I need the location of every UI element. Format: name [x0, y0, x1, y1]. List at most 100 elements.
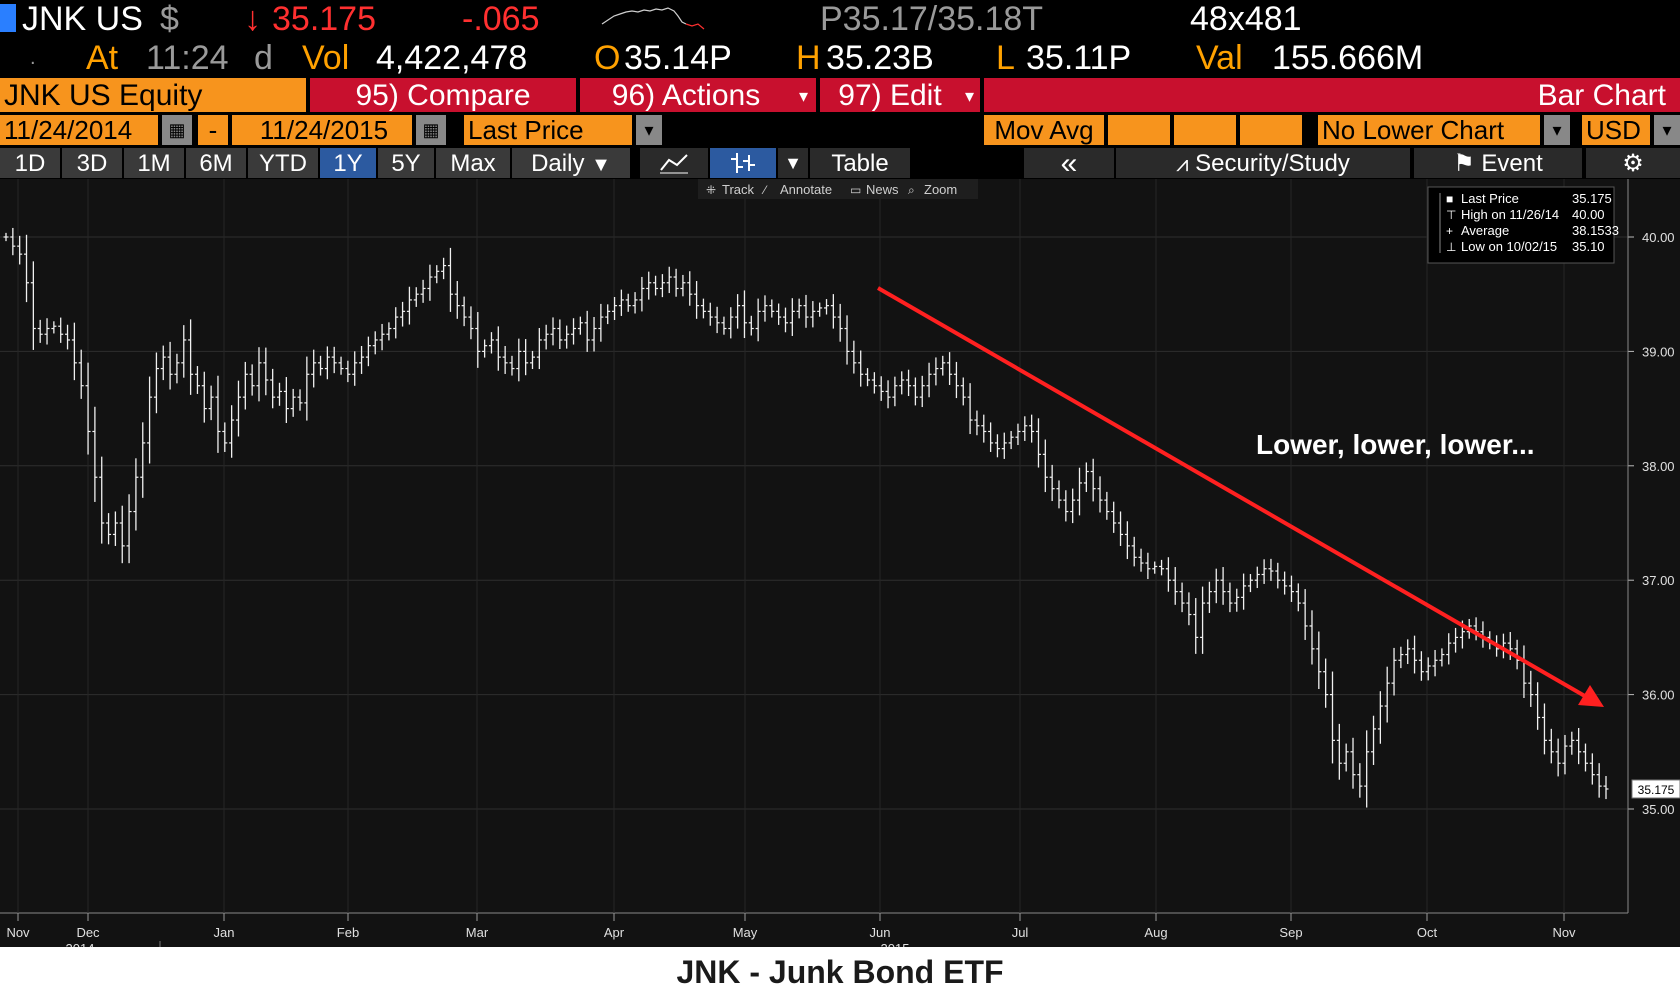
y-tick-label: 40.00	[1642, 230, 1675, 245]
edit-label: 97) Edit	[838, 79, 942, 112]
low-price: 35.11P	[1026, 39, 1132, 77]
plot-background	[0, 179, 1680, 947]
currency-select[interactable]: USD	[1582, 115, 1650, 145]
legend-label: High on 11/26/14	[1461, 207, 1559, 222]
x-tick-label: Aug	[1144, 925, 1167, 940]
legend-value: 38.1533	[1572, 223, 1619, 238]
calendar-icon[interactable]: ▦	[416, 115, 446, 145]
date-range-row: 11/24/2014 ▦ - 11/24/2015 ▦ Last Price ▾…	[0, 113, 1680, 146]
high-label: H	[796, 39, 821, 77]
chart-tool-zoom[interactable]: Zoom	[924, 182, 957, 197]
x-tick-label: May	[733, 925, 758, 940]
legend-symbol: ■	[1446, 192, 1453, 206]
traded-value: 155.666M	[1272, 39, 1424, 77]
currency-symbol: $	[160, 0, 179, 38]
y-tick-label: 36.00	[1642, 688, 1675, 703]
chart-tool-news[interactable]: News	[866, 182, 899, 197]
function-toolbar: JNK US Equity 95) Compare 96) Actions ▾ …	[0, 78, 1680, 113]
frequency-select[interactable]: Daily ▼	[512, 148, 630, 178]
price-chart[interactable]: 40.00 39.00 38.00 37.00 36.00 35.00 Nov Dec Jan F…	[0, 179, 1680, 957]
chevron-down-icon[interactable]: ▾	[1654, 115, 1680, 145]
legend-box	[1427, 186, 1615, 264]
x-tick-label: Jun	[870, 925, 891, 940]
x-tick-label: Dec	[76, 925, 100, 940]
mov-avg-field-1[interactable]	[1108, 115, 1170, 145]
open-price: 35.14P	[624, 39, 732, 77]
chart-tool-annotate[interactable]: Annotate	[780, 182, 832, 197]
ticker[interactable]: JNK US	[22, 0, 143, 38]
trend-arrow-line	[877, 286, 1591, 701]
chart-style-dropdown-icon[interactable]: ▼	[778, 148, 808, 178]
quote-header: JNK US $ ↓ 35.175 -.065 P35.17/35.18T 48…	[0, 0, 1680, 78]
frequency-caret-icon: ▼	[591, 154, 611, 176]
chart-svg: 40.00 39.00 38.00 37.00 36.00 35.00 Nov Dec Jan F…	[0, 179, 1680, 957]
bar-chart-icon[interactable]	[710, 148, 776, 178]
security-study-label: Security/Study	[1195, 150, 1350, 177]
mov-avg-field-3[interactable]	[1240, 115, 1302, 145]
range-row: 1D 3D 1M 6M YTD 1Y 5Y Max Daily ▼ ▼ Tabl…	[0, 146, 1680, 179]
range-1m[interactable]: 1M	[124, 148, 184, 178]
legend-value: 40.00	[1572, 207, 1605, 222]
event-button[interactable]: ⚑ Event	[1414, 148, 1582, 178]
collapse-button[interactable]: «	[1024, 148, 1114, 179]
chevron-down-icon[interactable]: ▾	[1544, 115, 1570, 145]
event-label: Event	[1481, 150, 1543, 177]
range-5y[interactable]: 5Y	[378, 148, 434, 178]
val-label: Val	[1196, 39, 1243, 77]
last-price-tag-label: 35.175	[1638, 783, 1675, 797]
lower-chart-select[interactable]: No Lower Chart	[1318, 115, 1540, 145]
x-tick-label: Sep	[1279, 925, 1302, 940]
chart-type-label[interactable]: Bar Chart	[984, 78, 1680, 112]
table-button[interactable]: Table	[810, 148, 910, 178]
chart-tool-icon: ⌕	[908, 183, 915, 197]
x-tick-label: Apr	[604, 925, 625, 940]
legend-label: Average	[1461, 223, 1509, 238]
range-1y[interactable]: 1Y	[320, 148, 376, 178]
chart-tool-track[interactable]: Track	[722, 182, 755, 197]
x-tick-label: Mar	[466, 925, 489, 940]
legend-symbol: +	[1446, 224, 1453, 238]
mov-avg-label[interactable]: Mov Avg	[984, 115, 1104, 145]
range-1d[interactable]: 1D	[0, 148, 60, 178]
mov-avg-field-2[interactable]	[1174, 115, 1236, 145]
y-tick-label: 39.00	[1642, 344, 1675, 359]
security-field[interactable]: JNK US Equity	[0, 78, 306, 112]
calendar-icon[interactable]: ▦	[162, 115, 192, 145]
security-study-button[interactable]: ⩘ Security/Study	[1116, 148, 1410, 178]
edit-button[interactable]: 97) Edit ▾	[820, 78, 980, 112]
chevron-down-icon[interactable]: ▾	[636, 115, 662, 145]
price-field-select[interactable]: Last Price	[464, 115, 632, 145]
line-chart-glyph	[660, 154, 688, 174]
trend-arrow-head	[1578, 685, 1604, 707]
net-change: -.065	[462, 0, 540, 38]
tick-icon: .	[30, 47, 36, 69]
legend-symbol: ⊥	[1446, 240, 1456, 254]
legend-value: 35.10	[1572, 239, 1605, 254]
range-3d[interactable]: 3D	[62, 148, 122, 178]
frequency-label: Daily	[531, 150, 585, 177]
start-date-field[interactable]: 11/24/2014	[0, 115, 158, 145]
bar-chart-glyph	[731, 153, 755, 173]
low-label: L	[996, 39, 1015, 77]
edit-caret-icon: ▾	[964, 86, 974, 106]
legend-value: 35.175	[1572, 191, 1612, 206]
bid-ask-size: 48x481	[1190, 0, 1302, 38]
end-date-field[interactable]: 11/24/2015	[232, 115, 412, 145]
open-label: O	[594, 39, 621, 77]
chart-mini-toolbar	[698, 179, 978, 199]
last-price: 35.175	[272, 0, 376, 38]
y-tick-label: 38.00	[1642, 459, 1675, 474]
study-icon: ⩘	[1176, 151, 1189, 176]
actions-button[interactable]: 96) Actions ▾	[580, 78, 816, 112]
range-6m[interactable]: 6M	[186, 148, 246, 178]
date-separator: -	[198, 115, 228, 145]
x-tick-label: Nov	[1552, 925, 1576, 940]
high-price: 35.23B	[826, 39, 934, 77]
range-max[interactable]: Max	[436, 148, 510, 178]
compare-button[interactable]: 95) Compare	[310, 78, 576, 112]
line-chart-icon[interactable]	[640, 148, 708, 178]
settings-gear-icon[interactable]: ⚙	[1586, 148, 1680, 178]
bid-ask-text: P35.17/35.18T	[820, 0, 1044, 38]
range-ytd[interactable]: YTD	[248, 148, 318, 178]
